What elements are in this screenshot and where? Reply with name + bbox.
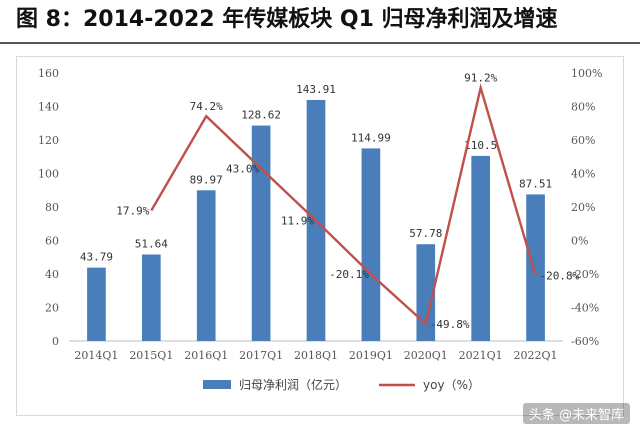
x-axis-tick-label: 2014Q1 — [74, 349, 118, 362]
yoy-value-label: 91.2% — [464, 72, 497, 85]
bar-value-label: 128.62 — [241, 109, 281, 122]
right-axis-tick-label: -40% — [571, 302, 599, 315]
right-axis-tick-label: -60% — [571, 335, 599, 348]
watermark: 头条 @未来智库 — [522, 403, 630, 424]
x-axis-tick-label: 2018Q1 — [294, 349, 338, 362]
left-axis-tick-label: 120 — [38, 134, 59, 147]
left-axis-tick-label: 40 — [45, 268, 59, 281]
chart-title: 图 8：2014-2022 年传媒板块 Q1 归母净利润及增速 — [16, 7, 558, 32]
bar — [251, 125, 271, 342]
left-axis-tick-label: 0 — [52, 335, 59, 348]
yoy-value-label: -49.8% — [430, 318, 470, 331]
title-rule — [0, 42, 640, 44]
bar — [526, 194, 545, 341]
yoy-line — [150, 83, 537, 327]
right-axis-tick-label: 40% — [571, 168, 595, 181]
yoy-value-label: 74.2% — [190, 100, 223, 113]
bar — [142, 254, 161, 341]
bar-value-label: 110.5 — [464, 139, 497, 152]
legend-swatch-bars — [203, 380, 231, 389]
x-axis-tick-label: 2016Q1 — [184, 349, 228, 362]
x-axis-tick-label: 2015Q1 — [129, 349, 173, 362]
left-axis-tick-label: 160 — [38, 67, 59, 80]
bar — [196, 190, 216, 341]
yoy-value-label: 11.9% — [281, 215, 314, 228]
legend-label-yoy: yoy（%） — [423, 378, 480, 392]
left-axis-tick-label: 80 — [45, 201, 59, 214]
bar-value-label: 51.64 — [135, 238, 168, 251]
right-axis-tick-label: 0% — [571, 235, 588, 248]
x-axis-tick-label: 2017Q1 — [239, 349, 283, 362]
x-axis-tick-label: 2021Q1 — [459, 349, 503, 362]
right-axis-tick-label: -20% — [571, 268, 599, 281]
x-axis-tick-label: 2022Q1 — [514, 349, 558, 362]
yoy-value-label: 43.0% — [226, 162, 259, 175]
bar-value-label: 114.99 — [351, 131, 391, 144]
right-axis-tick-label: 100% — [571, 67, 602, 80]
bar — [416, 244, 436, 341]
left-axis-tick-label: 20 — [45, 302, 59, 315]
bar-value-label: 43.79 — [80, 251, 113, 264]
yoy-value-label: -20.1% — [329, 268, 369, 281]
bar — [87, 267, 106, 341]
chart-frame: 0 20 40 60 80 100 120 140 160 -60% -40% -20% 0% 20% 40… — [16, 56, 624, 416]
bar — [471, 155, 490, 341]
right-axis-tick-label: 80% — [571, 101, 595, 114]
yoy-value-label: -20.8% — [540, 269, 580, 282]
bar-value-label: 89.97 — [190, 173, 223, 186]
x-axis-tick-label: 2020Q1 — [404, 349, 448, 362]
bar-value-label: 143.91 — [296, 83, 336, 96]
bar — [361, 148, 381, 341]
bar-value-label: 57.78 — [409, 227, 442, 240]
bar-value-label: 87.51 — [519, 177, 552, 190]
x-axis-tick-label: 2019Q1 — [349, 349, 393, 362]
chart-svg: 0 20 40 60 80 100 120 140 160 -60% -40% -20% 0% 20% 40… — [38, 67, 602, 392]
left-axis-tick-label: 100 — [38, 168, 59, 181]
yoy-value-label: 17.9% — [116, 205, 149, 218]
left-axis-tick-label: 60 — [45, 235, 59, 248]
right-axis-tick-label: 60% — [571, 134, 595, 147]
right-axis-tick-label: 20% — [571, 201, 595, 214]
left-axis-tick-label: 140 — [38, 101, 59, 114]
legend-label-bars: 归母净利润（亿元） — [239, 377, 347, 392]
